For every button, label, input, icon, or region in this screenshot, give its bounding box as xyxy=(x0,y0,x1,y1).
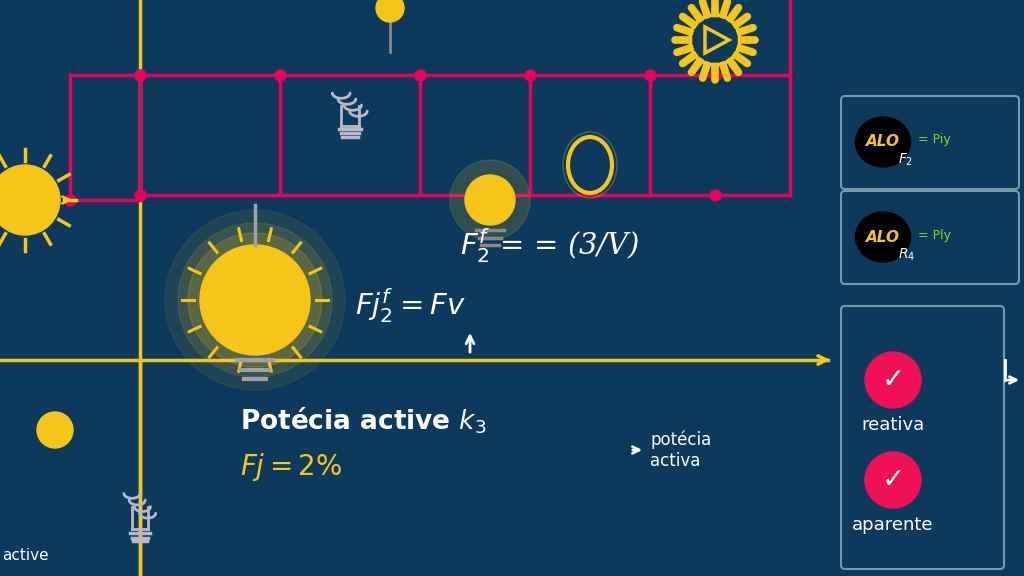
Circle shape xyxy=(693,18,737,62)
Circle shape xyxy=(165,210,345,390)
Text: potécia
activa: potécia activa xyxy=(650,430,712,469)
Circle shape xyxy=(376,0,404,22)
Ellipse shape xyxy=(855,117,910,167)
Ellipse shape xyxy=(855,212,910,262)
Circle shape xyxy=(37,412,73,448)
Circle shape xyxy=(865,352,921,408)
Circle shape xyxy=(865,452,921,508)
Circle shape xyxy=(450,160,530,240)
Text: reativa: reativa xyxy=(861,416,925,434)
Circle shape xyxy=(178,223,332,377)
Text: $Fj = 2\%$: $Fj = 2\%$ xyxy=(240,451,342,483)
Text: aparente: aparente xyxy=(852,516,934,534)
Text: active: active xyxy=(2,548,48,563)
Circle shape xyxy=(200,245,310,355)
Text: ALO: ALO xyxy=(866,229,900,244)
Text: ✓: ✓ xyxy=(882,366,904,394)
Text: ALO: ALO xyxy=(866,135,900,150)
Text: $Fj_2^f = Fv$: $Fj_2^f = Fv$ xyxy=(355,286,466,325)
Circle shape xyxy=(0,165,60,235)
Text: = Ply: = Ply xyxy=(918,229,951,241)
Text: $F_2$: $F_2$ xyxy=(898,152,913,168)
Text: ✓: ✓ xyxy=(882,466,904,494)
Text: Potécia active $k_3$: Potécia active $k_3$ xyxy=(240,406,486,437)
Circle shape xyxy=(465,175,515,225)
Text: $R_4$: $R_4$ xyxy=(898,247,915,263)
Text: $F_2^f$ = = (3/V): $F_2^f$ = = (3/V) xyxy=(460,226,640,265)
Circle shape xyxy=(188,233,322,367)
Text: = Piy: = Piy xyxy=(918,134,950,146)
